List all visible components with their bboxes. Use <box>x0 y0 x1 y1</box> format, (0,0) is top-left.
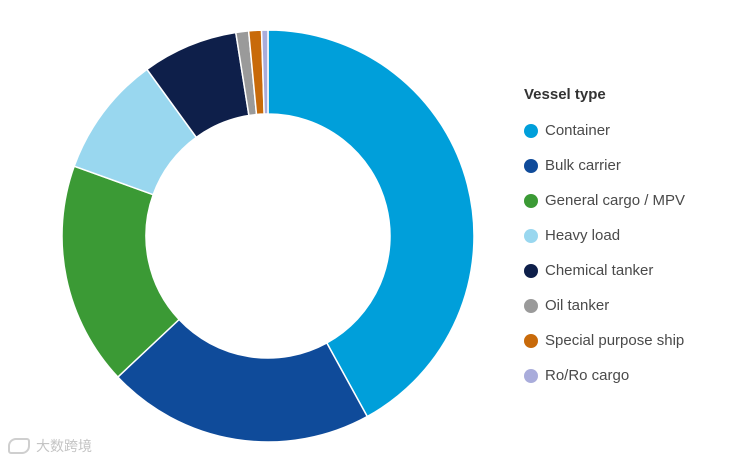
watermark-text: 大数跨境 <box>36 438 92 454</box>
legend-label: Heavy load <box>545 227 621 244</box>
donut-chart <box>61 29 475 443</box>
slice-bulk-carrier <box>116 318 369 443</box>
legend-title: Vessel type <box>524 86 606 103</box>
legend-item: Special purpose ship <box>524 323 729 358</box>
legend-item: General cargo / MPV <box>524 183 729 218</box>
legend-item: Oil tanker <box>524 288 729 323</box>
slice-container <box>267 29 475 418</box>
legend-label: General cargo / MPV <box>545 192 686 209</box>
chart-legend: Vessel type Container Bulk carrier General… <box>524 86 729 393</box>
legend-label: Container <box>545 122 611 139</box>
legend-label: Bulk carrier <box>545 157 621 174</box>
watermark: 大数跨境 <box>8 436 92 456</box>
legend-label: Special purpose ship <box>545 332 685 349</box>
legend-marker-icon <box>524 158 538 173</box>
legend-marker-icon <box>524 228 538 243</box>
legend-marker-icon <box>524 368 538 383</box>
legend-item: Heavy load <box>524 218 729 253</box>
slice-ro-ro-cargo <box>260 29 269 115</box>
legend-item: Container <box>524 113 729 148</box>
legend-marker-icon <box>524 333 538 348</box>
legend-label: Oil tanker <box>545 297 610 314</box>
legend-item: Chemical tanker <box>524 253 729 288</box>
legend-marker-icon <box>524 123 538 138</box>
legend-item: Ro/Ro cargo <box>524 358 729 393</box>
legend-marker-icon <box>524 263 538 278</box>
legend-label: Chemical tanker <box>545 262 654 279</box>
legend-marker-icon <box>524 193 538 208</box>
legend-label: Ro/Ro cargo <box>545 367 630 384</box>
legend-item: Bulk carrier <box>524 148 729 183</box>
legend-marker-icon <box>524 298 538 313</box>
watermark-logo-icon <box>8 438 30 454</box>
